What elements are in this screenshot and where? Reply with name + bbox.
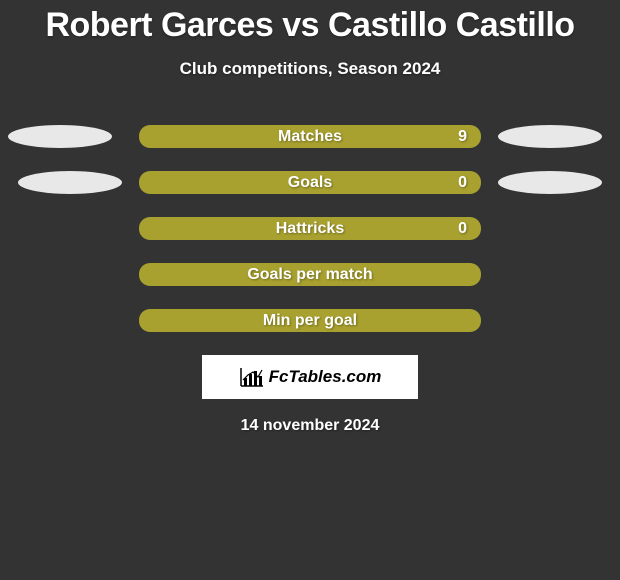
bar-chart-icon bbox=[239, 366, 265, 388]
stat-value-right: 9 bbox=[458, 128, 467, 146]
comparison-infographic: Robert Garces vs Castillo Castillo Club … bbox=[0, 6, 620, 435]
stat-label: Min per goal bbox=[263, 312, 357, 330]
stat-value-right: 0 bbox=[458, 220, 467, 238]
stat-row: Goals 0 bbox=[0, 171, 620, 194]
stat-rows: Matches 9 Goals 0 Hattricks 0 Goals per match M… bbox=[0, 125, 620, 332]
stat-bar: Goals per match bbox=[139, 263, 481, 286]
stat-label: Goals per match bbox=[247, 266, 372, 284]
right-ellipse bbox=[498, 171, 602, 194]
date-line: 14 november 2024 bbox=[0, 417, 620, 435]
stat-row: Matches 9 bbox=[0, 125, 620, 148]
stat-row: Min per goal bbox=[0, 309, 620, 332]
logo-text: FcTables.com bbox=[269, 367, 382, 387]
logo-box: FcTables.com bbox=[202, 355, 418, 399]
stat-bar: Matches 9 bbox=[139, 125, 481, 148]
stat-row: Goals per match bbox=[0, 263, 620, 286]
stat-label: Matches bbox=[278, 128, 342, 146]
stat-row: Hattricks 0 bbox=[0, 217, 620, 240]
stat-label: Goals bbox=[288, 174, 332, 192]
page-title: Robert Garces vs Castillo Castillo bbox=[0, 6, 620, 45]
stat-bar: Min per goal bbox=[139, 309, 481, 332]
stat-label: Hattricks bbox=[276, 220, 344, 238]
stat-bar: Hattricks 0 bbox=[139, 217, 481, 240]
page-subtitle: Club competitions, Season 2024 bbox=[0, 59, 620, 79]
left-ellipse bbox=[8, 125, 112, 148]
stat-bar: Goals 0 bbox=[139, 171, 481, 194]
left-ellipse bbox=[18, 171, 122, 194]
stat-value-right: 0 bbox=[458, 174, 467, 192]
right-ellipse bbox=[498, 125, 602, 148]
logo-inner: FcTables.com bbox=[239, 366, 382, 388]
